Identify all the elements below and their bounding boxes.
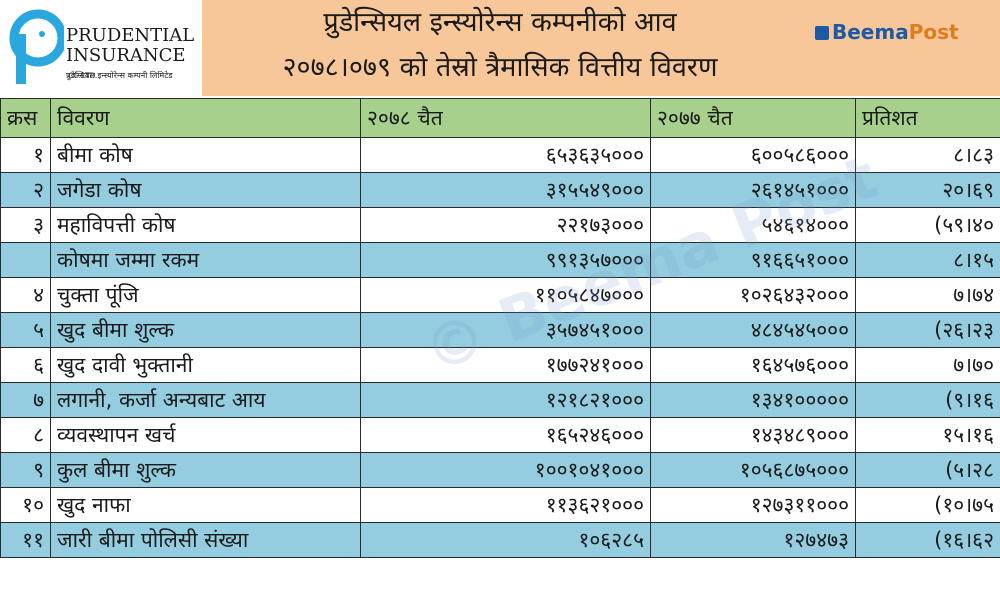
header-sn: क्रस: [0, 98, 51, 138]
row-description-cell: चुक्ता पूंजि: [50, 277, 361, 313]
header-2078-chaitra: २०७८ चैत: [360, 98, 651, 138]
title-line2: २०७८।०७९ को तेस्रो त्रैमासिक वित्तीय विव…: [282, 52, 718, 83]
row-sn-cell: ७: [0, 382, 51, 418]
row-2078-value-cell: १७७२४१०००: [360, 347, 651, 383]
financial-table: क्रस विवरण २०७८ चैत २०७७ चैत प्रतिशत १ बी…: [0, 98, 1000, 558]
row-percent-cell: २०।६९: [855, 172, 1000, 208]
table-row: ८ व्यवस्थापन खर्च १६५२४६००० १४३४८९००० १५।१६: [0, 417, 1000, 453]
row-2078-value-cell: १२१८२१०००: [360, 382, 651, 418]
row-percent-cell: (५।२८: [855, 452, 1000, 488]
row-description-cell: बीमा कोष: [50, 137, 361, 173]
row-2077-value-cell: १०२६४३२०००: [650, 277, 856, 313]
row-sn-cell: १०: [0, 487, 51, 523]
row-2078-value-cell: ३५७४५१०००: [360, 312, 651, 348]
row-description-cell: खुद नाफा: [50, 487, 361, 523]
row-percent-cell: (१६।६२: [855, 522, 1000, 558]
table-body: १ बीमा कोष ६५३६३५००० ६००५८६००० ८।८३ २ जगेडा को…: [0, 137, 1000, 558]
row-percent-cell: ७।७४: [855, 277, 1000, 313]
title-line1: प्रुडेन्सियल इन्स्योरेन्स कम्पनीको आव: [323, 7, 677, 38]
table-row: कोषमा जम्मा रकम ९९१३५७००० ९१६६५१००० ८।१५: [0, 242, 1000, 278]
table-row: १० खुद नाफा ११३६२१००० १२७३११००० (१०।७५: [0, 487, 1000, 523]
row-description-cell: कोषमा जम्मा रकम: [50, 242, 361, 278]
header-2077-chaitra: २०७७ चैत: [650, 98, 856, 138]
row-description-cell: कुल बीमा शुल्क: [50, 452, 361, 488]
row-sn-cell: ६: [0, 347, 51, 383]
prudential-p-logo-icon: [9, 9, 64, 84]
row-2077-value-cell: ९१६६५१०००: [650, 242, 856, 278]
row-2077-value-cell: १०५६८७५०००: [650, 452, 856, 488]
row-2078-value-cell: ९९१३५७०००: [360, 242, 651, 278]
row-2078-value-cell: १०६२८५: [360, 522, 651, 558]
logo-subtitle: प्रुडेन्सियल इन्स्योरेन्स कम्पनी लिमिटेड: [66, 71, 173, 80]
page-title: प्रुडेन्सियल इन्स्योरेन्स कम्पनीको आव २०…: [205, 0, 795, 90]
table-row: ९ कुल बीमा शुल्क १००१०४१००० १०५६८७५००० (५।२८: [0, 452, 1000, 488]
row-2078-value-cell: २२१७३०००: [360, 207, 651, 243]
row-sn-cell: ५: [0, 312, 51, 348]
logo-name-line1: PRUDENTIAL: [66, 25, 195, 46]
row-2078-value-cell: १००१०४१०००: [360, 452, 651, 488]
building-icon: [815, 26, 829, 40]
table-row: ७ लगानी, कर्जा अन्यबाट आय १२१८२१००० १३४१०००…: [0, 382, 1000, 418]
row-2077-value-cell: ५४६१४०००: [650, 207, 856, 243]
row-sn-cell: ४: [0, 277, 51, 313]
row-percent-cell: ८।८३: [855, 137, 1000, 173]
row-2077-value-cell: ४८४५४५०००: [650, 312, 856, 348]
row-percent-cell: (२६।२३: [855, 312, 1000, 348]
row-2078-value-cell: ३१५५४९०००: [360, 172, 651, 208]
header-percent: प्रतिशत: [855, 98, 1000, 138]
row-percent-cell: (१०।७५: [855, 487, 1000, 523]
row-2078-value-cell: १६५२४६०००: [360, 417, 651, 453]
row-description-cell: खुद दावी भुक्तानी: [50, 347, 361, 383]
row-percent-cell: १५।१६: [855, 417, 1000, 453]
row-2077-value-cell: १२७४७३: [650, 522, 856, 558]
row-description-cell: व्यवस्थापन खर्च: [50, 417, 361, 453]
brand-part2: Post: [908, 20, 959, 44]
row-2077-value-cell: १३४१०००००: [650, 382, 856, 418]
table-row: ११ जारी बीमा पोलिसी संख्या १०६२८५ १२७४७३ (१६…: [0, 522, 1000, 558]
row-2077-value-cell: ६००५८६०००: [650, 137, 856, 173]
table-row: ४ चुक्ता पूंजि ११०५८४७००० १०२६४३२००० ७।७४: [0, 277, 1000, 313]
row-sn-cell: ८: [0, 417, 51, 453]
table-row: ५ खुद बीमा शुल्क ३५७४५१००० ४८४५४५००० (२६।२३: [0, 312, 1000, 348]
logo-name-line2: INSURANCE CO.LTD.: [66, 46, 194, 86]
row-sn-cell: ११: [0, 522, 51, 558]
table-row: ३ महाविपत्ती कोष २२१७३००० ५४६१४००० (५९।४०: [0, 207, 1000, 243]
row-sn-cell: ९: [0, 452, 51, 488]
row-sn-cell: २: [0, 172, 51, 208]
company-logo: PRUDENTIAL INSURANCE CO.LTD. प्रुडेन्सियल…: [0, 0, 202, 96]
logo-name: PRUDENTIAL INSURANCE CO.LTD.: [66, 26, 194, 86]
header-banner: PRUDENTIAL INSURANCE CO.LTD. प्रुडेन्सियल…: [0, 0, 1000, 96]
table-header-row: क्रस विवरण २०७८ चैत २०७७ चैत प्रतिशत: [0, 98, 1000, 138]
row-2077-value-cell: १२७३११०००: [650, 487, 856, 523]
logo-company-suffix: CO.LTD.: [68, 72, 98, 80]
table-row: १ बीमा कोष ६५३६३५००० ६००५८६००० ८।८३: [0, 137, 1000, 173]
beemapost-brand: BeemaPost: [815, 20, 959, 44]
row-description-cell: जगेडा कोष: [50, 172, 361, 208]
row-percent-cell: (९।१६: [855, 382, 1000, 418]
row-2078-value-cell: ६५३६३५०००: [360, 137, 651, 173]
row-percent-cell: ८।१५: [855, 242, 1000, 278]
row-sn-cell: ३: [0, 207, 51, 243]
header-description: विवरण: [50, 98, 361, 138]
row-percent-cell: (५९।४०: [855, 207, 1000, 243]
table-row: ६ खुद दावी भुक्तानी १७७२४१००० १६४५७६००० ७।७०: [0, 347, 1000, 383]
row-description-cell: जारी बीमा पोलिसी संख्या: [50, 522, 361, 558]
row-2077-value-cell: १४३४८९०००: [650, 417, 856, 453]
row-2078-value-cell: ११०५८४७०००: [360, 277, 651, 313]
row-sn-cell: [0, 242, 51, 278]
row-description-cell: खुद बीमा शुल्क: [50, 312, 361, 348]
table-row: २ जगेडा कोष ३१५५४९००० २६१४५१००० २०।६९: [0, 172, 1000, 208]
row-sn-cell: १: [0, 137, 51, 173]
row-2077-value-cell: २६१४५१०००: [650, 172, 856, 208]
row-description-cell: महाविपत्ती कोष: [50, 207, 361, 243]
brand-part1: Beema: [832, 20, 909, 44]
row-2077-value-cell: १६४५७६०००: [650, 347, 856, 383]
row-description-cell: लगानी, कर्जा अन्यबाट आय: [50, 382, 361, 418]
row-2078-value-cell: ११३६२१०००: [360, 487, 651, 523]
row-percent-cell: ७।७०: [855, 347, 1000, 383]
